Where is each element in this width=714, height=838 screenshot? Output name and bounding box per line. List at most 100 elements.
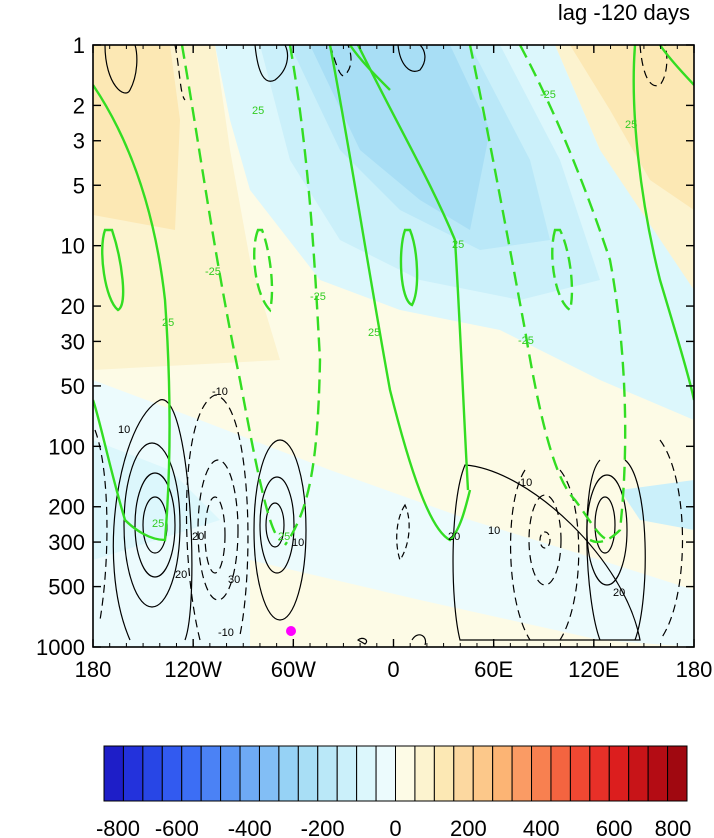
green-solid-2 — [101, 228, 125, 312]
colorbar-box — [589, 745, 610, 802]
y-tick-label: 300 — [48, 530, 85, 555]
colorbar-box — [531, 745, 552, 802]
colorbar-box — [472, 745, 494, 802]
colorbar-box — [103, 745, 124, 802]
y-axis: 1 2 3 5 10 20 30 50 100 200 300 500 1000 — [36, 33, 694, 660]
colorbar-box — [200, 745, 222, 802]
contour-pos-top3 — [397, 45, 426, 72]
y-tick-label: 500 — [48, 575, 85, 600]
contour-pos-5 — [265, 502, 285, 548]
green-contours — [93, 45, 694, 546]
contour-pos-top1 — [104, 45, 138, 94]
clabel-10a: 10 — [118, 424, 130, 436]
colorbar-label: 200 — [450, 816, 487, 838]
clabel-30: 30 — [228, 574, 240, 586]
contour-pos-top2 — [254, 45, 289, 82]
contour-pos-6 — [259, 476, 295, 574]
clabel-m10a: -10 — [212, 386, 228, 398]
y-tick-label: 5 — [73, 173, 85, 198]
green-labels: 25 25 -25 25 -25 25 25 -25 -25 25 25 — [152, 89, 637, 543]
colorbar-label: 800 — [655, 816, 692, 838]
y-tick-label: 50 — [61, 374, 85, 399]
x-tick-label: 180 — [75, 657, 112, 682]
glabel-9: -25 — [540, 89, 556, 101]
contour-neg-90e-1 — [539, 531, 551, 549]
colorbar-box — [628, 745, 649, 802]
glabel-2: 25 — [152, 518, 164, 530]
colorbar-box — [161, 745, 183, 802]
colorbar-box — [297, 745, 319, 802]
colorbar-box — [511, 745, 533, 802]
glabel-8: -25 — [518, 335, 534, 347]
x-axis: 180 120W 60W 0 60E 120E 180 — [75, 45, 713, 682]
colorbar-box — [181, 745, 202, 802]
contour-pos-2 — [134, 472, 176, 578]
x-tick-label: 120E — [568, 657, 619, 682]
reference-marker — [286, 626, 296, 636]
green-dash-4 — [468, 45, 611, 542]
x-tick-label: 180 — [676, 657, 713, 682]
x-tick-label: 60W — [271, 657, 316, 682]
y-tick-label: 30 — [61, 329, 85, 354]
contour-neg-top1 — [174, 45, 186, 101]
colorbar-label: -800 — [96, 816, 140, 838]
colorbar: -800 -600 -400 -200 0 200 400 600 800 — [96, 745, 692, 838]
clabel-20b: 20 — [192, 531, 204, 543]
colorbar-box — [453, 745, 474, 802]
colorbar-label: -400 — [228, 816, 272, 838]
clabel-10b: 10 — [292, 537, 304, 549]
colorbar-box — [142, 745, 163, 802]
glabel-4: 25 — [252, 105, 264, 117]
chart-title: lag -120 days — [558, 0, 690, 25]
y-tick-label: 20 — [61, 294, 85, 319]
colorbar-label: -200 — [301, 816, 345, 838]
shade-blue-right — [620, 480, 694, 530]
colorbar-box — [569, 745, 591, 802]
contour-pos-3 — [123, 442, 181, 608]
green-dash-3 — [284, 45, 322, 546]
colorbar-box — [122, 745, 144, 802]
colorbar-label: -600 — [155, 816, 199, 838]
x-tick-label: 60E — [474, 657, 513, 682]
glabel-1: 25 — [162, 317, 174, 329]
green-dash-1 — [180, 45, 281, 541]
y-tick-label: 200 — [48, 495, 85, 520]
colorbar-box — [278, 745, 299, 802]
y-tick-label: 2 — [73, 93, 85, 118]
contour-pos-30e — [452, 464, 641, 641]
green-solid-8 — [659, 45, 694, 86]
shade-orange-left-dark — [93, 45, 180, 230]
colorbar-box — [220, 745, 241, 802]
glabel-5: -25 — [310, 291, 326, 303]
colorbar-box — [433, 745, 455, 802]
y-tick-label: 1000 — [36, 635, 85, 660]
colorbar-box — [258, 745, 280, 802]
colorbar-box — [239, 745, 260, 802]
contour-neg-top2 — [329, 45, 352, 77]
shade-blue-core2 — [310, 45, 490, 230]
contour-pos-7 — [253, 439, 307, 621]
green-solid-7 — [632, 45, 694, 401]
y-tick-label: 1 — [73, 33, 85, 58]
y-tick-label: 10 — [61, 234, 85, 259]
y-tick-label: 3 — [73, 129, 85, 154]
x-tick-label: 120W — [164, 657, 222, 682]
green-solid-5 — [356, 45, 470, 491]
clabel-10c: 10 — [488, 525, 500, 537]
glabel-11: 25 — [625, 119, 637, 131]
glabel-7: 25 — [368, 327, 380, 339]
contour-neg-180 — [659, 439, 683, 641]
glabel-10: 25 — [452, 239, 464, 251]
colorbar-box — [317, 745, 338, 802]
y-tick-label: 100 — [48, 434, 85, 459]
shade-blue-lower-left — [93, 380, 694, 647]
colorbar-box — [336, 745, 358, 802]
green-solid-1 — [93, 84, 171, 542]
contour-pos-130e-3 — [586, 459, 646, 641]
contour-neg-3 — [185, 394, 249, 641]
clabel-10d: 10 — [520, 477, 532, 489]
clabel-20d: 20 — [448, 531, 460, 543]
colorbar-label: 400 — [523, 816, 560, 838]
colorbar-box — [550, 745, 571, 802]
shade-orange-right-dark — [570, 45, 694, 210]
